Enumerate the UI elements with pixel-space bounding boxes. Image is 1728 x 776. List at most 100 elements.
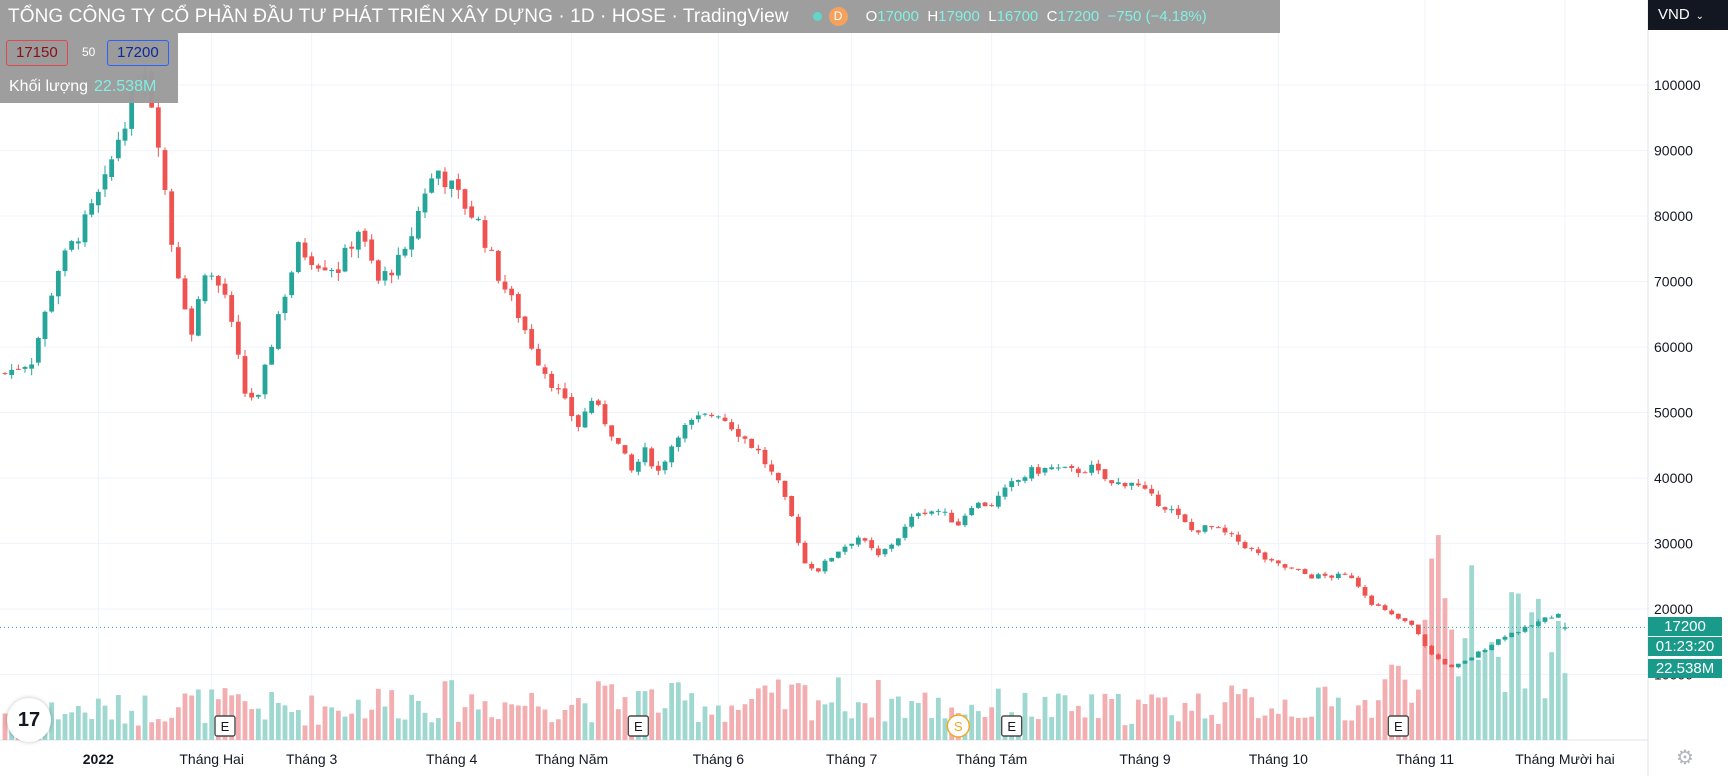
candle-body (849, 543, 855, 546)
volume-bar (1109, 699, 1115, 740)
volume-bar (1295, 718, 1301, 740)
candle-body (1289, 567, 1295, 569)
candle-body (1229, 533, 1235, 535)
volume-bar (1415, 689, 1421, 740)
volume-bar (1062, 695, 1068, 740)
candle-body (262, 364, 268, 395)
volume-bar (1175, 721, 1181, 740)
candle-body (1489, 644, 1495, 651)
volume-bar (389, 690, 395, 740)
volume-bar (1229, 685, 1235, 740)
volume-bar (489, 717, 495, 740)
volume-bar (835, 677, 841, 740)
volume-bar (115, 695, 121, 740)
currency-selector[interactable]: VND ⌄ (1648, 0, 1728, 30)
data-delay-badge[interactable]: D (828, 7, 848, 26)
volume-bar (782, 709, 788, 740)
volume-bar (515, 705, 521, 740)
price-tick-label: 80000 (1654, 208, 1693, 224)
volume-bar (742, 704, 748, 740)
volume-bar (509, 704, 515, 740)
candle-body (709, 414, 715, 417)
volume-bar (1142, 703, 1148, 740)
volume-bar (149, 722, 155, 740)
candle-body (1335, 573, 1341, 579)
volume-bar (1469, 565, 1475, 740)
candle-body (1189, 521, 1195, 531)
volume-bar (809, 720, 815, 740)
symbol-title[interactable]: TỔNG CÔNG TY CỔ PHẦN ĐẦU TƯ PHÁT TRIỂN X… (8, 5, 789, 27)
volume-bar (355, 699, 361, 740)
volume-bar (1302, 717, 1308, 740)
buy-price-button[interactable]: 17200 (107, 40, 169, 66)
volume-bar (262, 719, 268, 740)
candle-body (482, 220, 488, 248)
sell-price-button[interactable]: 17150 (6, 40, 68, 66)
candle-body (875, 548, 881, 556)
volume-legend: Khối lượng 22.538M (9, 78, 156, 96)
candle-body (1442, 658, 1448, 665)
candle-body (1002, 487, 1008, 497)
candle-body (1542, 617, 1548, 622)
volume-bar (1462, 638, 1468, 740)
volume-bar (942, 718, 948, 740)
volume-bar (342, 716, 348, 740)
candle-body (1375, 604, 1381, 606)
volume-bar (335, 710, 341, 740)
candle-body (862, 538, 868, 541)
candle-body (909, 516, 915, 527)
candle-body (1169, 509, 1175, 511)
volume-bar (442, 681, 448, 740)
volume-bar (675, 682, 681, 740)
low-label: L (988, 8, 997, 25)
time-tick-label: Tháng 9 (1119, 751, 1171, 767)
candle-body (962, 515, 968, 526)
volume-bar (182, 693, 188, 740)
candle-body (955, 521, 961, 526)
volume-bar (682, 700, 688, 740)
volume-bar (369, 709, 375, 740)
spread-value: 50 (82, 45, 96, 59)
candle-body (1402, 618, 1408, 621)
candle-body (975, 502, 981, 508)
volume-bar (935, 697, 941, 740)
volume-bar (1195, 693, 1201, 740)
candle-body (29, 364, 35, 369)
candle-body (322, 267, 328, 271)
candle-body (269, 346, 275, 365)
event-label: E (221, 719, 230, 734)
candle-body (649, 448, 655, 467)
volume-bar (702, 706, 708, 740)
candle-body (75, 241, 81, 244)
volume-bar (762, 685, 768, 740)
volume-bar (1289, 716, 1295, 740)
volume-bar (529, 692, 535, 740)
volume-bar (1395, 665, 1401, 740)
candle-body (1549, 617, 1555, 619)
volume-bars (2, 535, 1568, 740)
candle-body (202, 275, 208, 302)
volume-bar (1375, 700, 1381, 740)
volume-bar (382, 706, 388, 740)
candle-body (1515, 632, 1521, 634)
volume-bar (1282, 699, 1288, 740)
volume-bar (555, 719, 561, 740)
volume-bar (1509, 592, 1515, 740)
volume-bar (449, 680, 455, 740)
ohlc-values: O17000 H17900 L16700 C17200 −750 (−4.18%… (866, 8, 1207, 25)
candle-body (355, 231, 361, 250)
volume-bar (1455, 676, 1461, 740)
last-price-label: 17200 (1648, 617, 1722, 637)
candle-body (915, 513, 921, 516)
candle-body (1155, 494, 1161, 506)
volume-bar (282, 705, 288, 740)
candle-body (822, 560, 828, 572)
candle-body (1055, 467, 1061, 469)
volume-bar (209, 689, 215, 740)
volume-bar (49, 702, 55, 740)
tradingview-logo-icon[interactable]: 17 (7, 698, 51, 742)
gear-icon[interactable]: ⚙ (1676, 747, 1694, 769)
candle-body (1035, 467, 1041, 474)
candle-body (1255, 549, 1261, 553)
